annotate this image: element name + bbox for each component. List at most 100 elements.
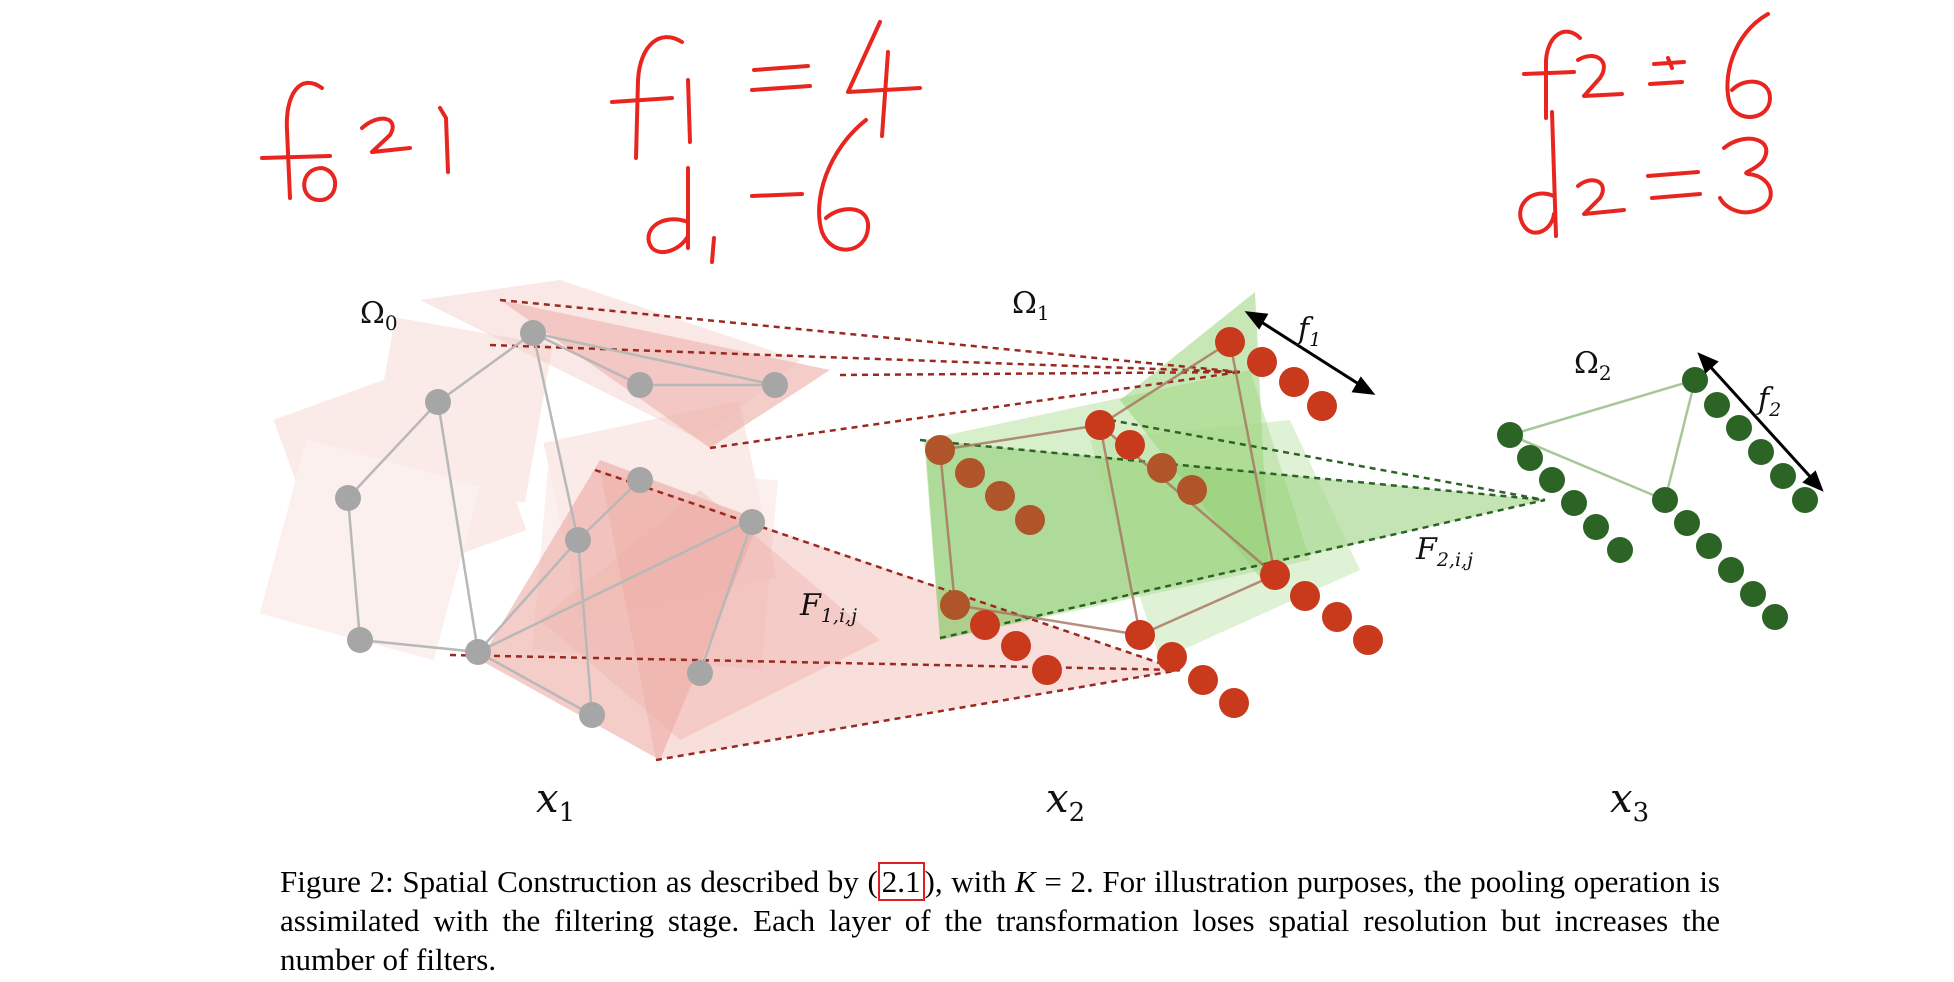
red-node [1157,642,1187,672]
green-chain-top [1682,367,1818,513]
patch [273,351,527,599]
f2-label: f2 [1758,382,1782,421]
green-node [1704,392,1730,418]
red-node [1215,327,1245,357]
gray-node [425,389,451,415]
rf-lower [480,460,760,760]
arrowhead [1802,470,1824,492]
annotation-f2 [1522,12,1772,120]
patch [259,439,481,661]
equation-reference-link[interactable]: 2.1 [877,862,925,901]
handwritten-annotations [260,12,1773,264]
green-node [1607,537,1633,563]
edge [954,603,1141,637]
annotation-f1 [610,20,922,160]
edge [576,539,594,716]
red-node [1260,560,1290,590]
caption-figure-number: Figure 2: [280,864,394,899]
green-node [1517,445,1543,471]
green-node [1762,604,1788,630]
green-tri-upper [1120,292,1270,590]
green-node [1539,467,1565,493]
edge [346,497,362,641]
edge [938,449,957,606]
red-node [1219,688,1249,718]
dash [1109,418,1546,502]
chain-top [1215,327,1337,421]
red-node [1307,391,1337,421]
F2-label: F2,i,j [1416,532,1473,571]
f1-label: f1 [1298,312,1322,351]
red-node [1125,620,1155,650]
gray-node [520,320,546,346]
gray-node [579,702,605,728]
caption-text-1: Spatial Construction as described by ( [393,864,878,899]
gray-node [687,660,713,686]
x2-graph-edges [938,340,1277,637]
edge [477,518,751,654]
x1-graph-nodes [335,320,788,728]
green-chain-bottom [1652,487,1788,630]
arrow-line [1704,360,1817,484]
x3-graph-edges [1509,378,1697,502]
edge [359,638,479,654]
gray-node [762,372,788,398]
brown-node [1015,505,1045,535]
f1-arrow [1244,311,1376,395]
x1-graph-edges [346,331,776,717]
green-chain-left [1497,422,1633,563]
gray-node [465,639,491,665]
green-node [1770,463,1796,489]
red-node [1177,475,1207,505]
edge [532,331,641,387]
caption-text-3: = 2. For illustration purposes, the pool… [280,864,1721,977]
green-node [1748,439,1774,465]
gray-node [565,527,591,553]
green-dashed-connectors [919,418,1546,640]
red-node [1085,410,1115,440]
green-node [1792,487,1818,513]
red-node [970,610,1000,640]
edge [1509,378,1696,437]
arrowhead [1351,376,1376,395]
chain-left [925,435,1045,535]
brown-node [925,435,955,465]
arrowhead [1697,352,1719,374]
red-node [1353,625,1383,655]
gray-node [739,509,765,535]
dash [709,370,1241,450]
x2-feature-nodes [925,327,1383,718]
caption-k-symbol: K [1015,864,1036,899]
omega1-label: Ω1 [1012,286,1050,325]
chain-right [1260,560,1383,655]
green-node [1561,490,1587,516]
gray-node [347,627,373,653]
edge [532,331,776,387]
green-node [1652,487,1678,513]
chain-center [1085,410,1207,505]
dash [655,668,1181,762]
brown-node [955,458,985,488]
edge [698,521,754,674]
chain-lower-left [940,590,1062,685]
edge [939,423,1101,452]
edge [1663,379,1697,501]
green-node [1718,557,1744,583]
edge [1228,341,1277,576]
red-node [1115,430,1145,460]
chain-bottom [1125,620,1249,718]
green-node [1682,367,1708,393]
red-node [1147,453,1177,483]
x1-label: x1 [536,776,576,828]
red-node [1188,665,1218,695]
gray-node [627,372,653,398]
arrowhead [1244,311,1269,330]
annotation-f0 [260,80,450,203]
arrow-line [1254,316,1366,390]
red-node [1290,581,1320,611]
patch [367,317,553,503]
edge [577,479,641,541]
dash [594,468,1181,672]
edge [1098,424,1142,636]
